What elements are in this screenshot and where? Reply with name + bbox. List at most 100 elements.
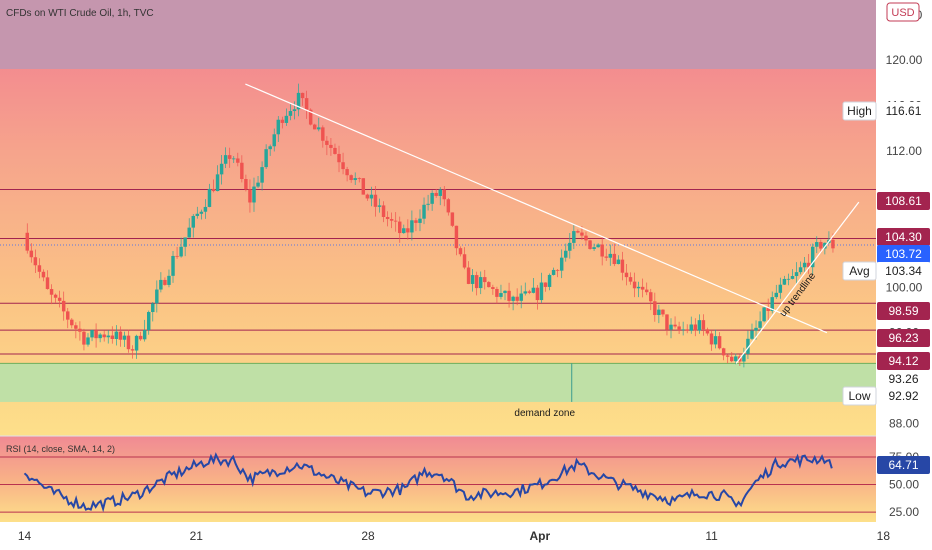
time-tick-label: Apr xyxy=(529,529,550,543)
candle-body xyxy=(709,333,714,345)
marker-value-badge: 92.92 xyxy=(877,387,930,405)
candle-body xyxy=(167,275,171,285)
currency-label: USD xyxy=(891,7,914,19)
marker-value-badge-bg xyxy=(877,102,930,120)
candle-body xyxy=(499,293,503,297)
candle-body xyxy=(454,225,459,249)
chart-title: CFDs on WTI Crude Oil, 1h, TVC xyxy=(6,8,154,19)
level-badge: 104.30 xyxy=(877,228,930,246)
candle-body xyxy=(402,228,406,234)
last-price-badge-bg xyxy=(877,245,930,263)
candle-body xyxy=(122,335,127,340)
level-badge: 98.59 xyxy=(877,302,930,320)
overbought-band xyxy=(0,0,876,69)
candle-body xyxy=(292,109,297,112)
candle-body xyxy=(256,182,260,187)
candle-body xyxy=(426,203,430,205)
candle-body xyxy=(70,319,74,326)
marker-tag-bg xyxy=(842,101,877,121)
candle-body xyxy=(361,178,366,195)
candle-body xyxy=(665,314,669,330)
candle-body xyxy=(187,227,191,238)
candle-body xyxy=(365,194,370,199)
candle-body xyxy=(300,92,305,99)
down-trendline-line xyxy=(245,83,828,334)
candle-body xyxy=(219,163,224,175)
candle-body xyxy=(810,246,815,268)
level-badge-bg xyxy=(877,352,930,370)
candle-body xyxy=(414,220,418,223)
candle-body xyxy=(503,290,507,294)
candle-body xyxy=(535,287,540,301)
marker-tag-text: Avg xyxy=(849,264,869,278)
candle-body xyxy=(57,297,62,301)
candle-body xyxy=(284,115,289,123)
candle-body xyxy=(734,356,738,362)
candle-body xyxy=(333,147,337,154)
candle-body xyxy=(90,330,94,338)
candle-body xyxy=(604,256,608,258)
candle-body xyxy=(236,158,240,163)
currency-button[interactable]: USD xyxy=(886,2,920,22)
time-axis[interactable] xyxy=(0,522,932,550)
marker-tag: Avg xyxy=(842,261,877,281)
price-tick-label: 120.00 xyxy=(886,53,923,67)
candle-body xyxy=(155,289,159,304)
level-badge-text: 108.61 xyxy=(885,194,922,208)
candle-body xyxy=(179,246,183,257)
candle-body xyxy=(592,247,596,249)
candle-body xyxy=(312,124,317,130)
candle-body xyxy=(118,331,123,340)
candle-body xyxy=(393,220,398,222)
candle-body xyxy=(406,228,410,233)
price-tick-label: 88.00 xyxy=(889,417,919,431)
extra-axis-badge-text: 93.26 xyxy=(888,372,918,386)
extra-axis-badge-bg xyxy=(877,370,930,388)
candle-body xyxy=(373,194,378,207)
candle-body xyxy=(470,275,475,284)
time-tick-label: 21 xyxy=(190,529,204,543)
candle-body xyxy=(142,330,147,340)
marker-value-badge-text: 116.61 xyxy=(886,104,922,118)
candle-body xyxy=(130,349,135,351)
price-tick-label: 100.00 xyxy=(886,280,923,294)
candle-body xyxy=(523,291,527,294)
candle-body xyxy=(531,287,536,293)
candle-body xyxy=(478,277,483,289)
candle-body xyxy=(721,348,726,356)
candle-body xyxy=(61,300,66,312)
candle-body xyxy=(33,257,38,266)
candle-body xyxy=(798,267,803,273)
time-tick-label: 28 xyxy=(361,529,375,543)
candle-body xyxy=(438,189,442,196)
candle-body xyxy=(337,153,341,163)
candle-body xyxy=(515,296,519,301)
extra-axis-badge: 93.26 xyxy=(877,370,930,388)
candle-body xyxy=(543,282,548,287)
candle-body xyxy=(628,277,633,282)
candle-body xyxy=(114,331,119,339)
candle-body xyxy=(547,274,552,287)
level-badge: 94.12 xyxy=(877,352,930,370)
candle-body xyxy=(252,186,256,203)
candle-body xyxy=(450,212,455,226)
candle-body xyxy=(264,149,268,168)
level-badge-text: 96.23 xyxy=(888,331,918,345)
candle-body xyxy=(778,284,783,293)
time-tick-label: 14 xyxy=(18,529,32,543)
candle-body xyxy=(240,162,244,180)
candle-body xyxy=(653,301,657,316)
candle-body xyxy=(458,248,463,255)
candle-body xyxy=(381,205,386,217)
candle-body xyxy=(790,276,795,279)
candle-body xyxy=(45,277,50,290)
level-badge-bg xyxy=(877,329,930,347)
candle-body xyxy=(555,269,560,271)
rsi-last-value-badge: 64.71 xyxy=(877,456,930,474)
marker-tag: Low xyxy=(842,386,877,406)
candle-body xyxy=(308,109,313,125)
rsi-pane-background xyxy=(0,436,876,522)
candle-body xyxy=(102,334,106,338)
candle-body xyxy=(462,254,467,268)
